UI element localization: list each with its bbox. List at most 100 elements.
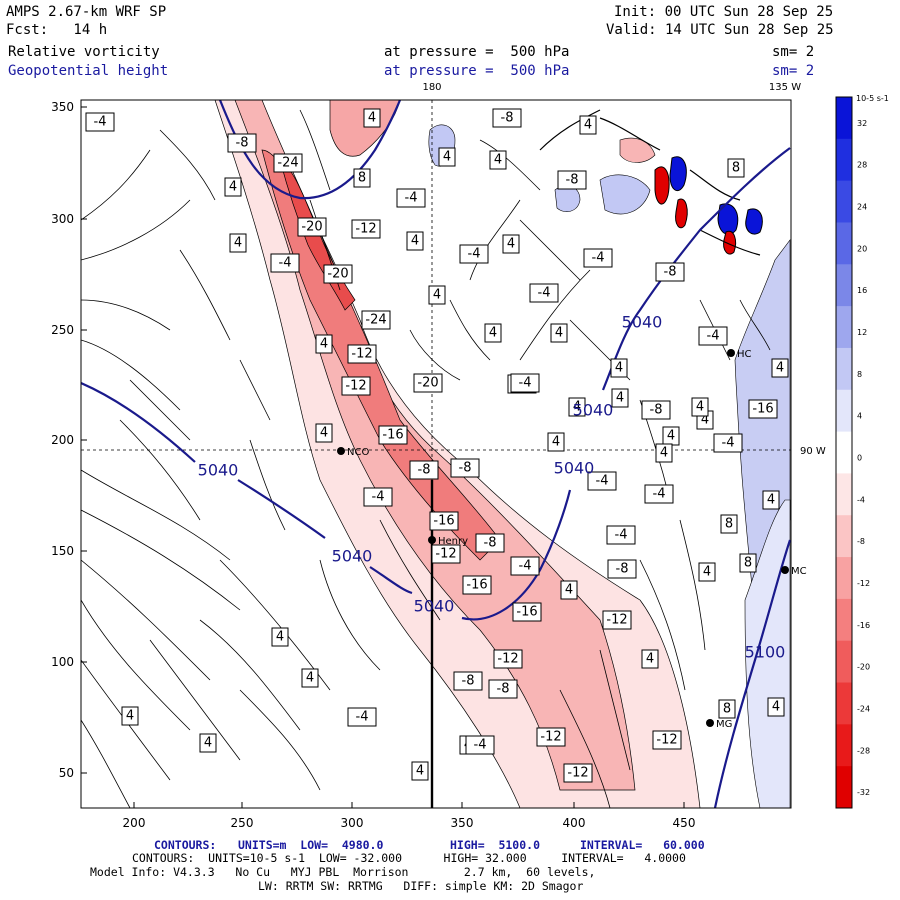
svg-text:-4: -4 <box>94 115 107 130</box>
station-hc: HC <box>727 349 752 360</box>
vorticity-label: -4 <box>530 284 558 302</box>
svg-text:-4: -4 <box>722 436 735 451</box>
y-tick-label: 50 <box>59 766 74 780</box>
svg-text:4: 4 <box>234 236 242 251</box>
height-contour-label: 5040 <box>573 401 614 420</box>
height-contour-label: 5040 <box>198 461 239 480</box>
colorbar-swatch <box>836 181 852 223</box>
vorticity-label: 4 <box>225 178 241 196</box>
svg-text:-4: -4 <box>468 247 481 262</box>
vorticity-label: -20 <box>324 265 352 283</box>
vorticity-label: 4 <box>272 628 288 646</box>
vorticity-label: -4 <box>397 189 425 207</box>
vorticity-label: -8 <box>489 680 517 698</box>
svg-text:-4: -4 <box>615 528 628 543</box>
lon-180-label: 180 <box>422 82 441 93</box>
vorticity-label: 4 <box>407 232 423 250</box>
vorticity-label: -20 <box>298 218 326 236</box>
colorbar-tick: 12 <box>857 328 867 337</box>
colorbar-swatch <box>836 599 852 641</box>
vorticity-label: 4 <box>656 444 672 462</box>
svg-text:4: 4 <box>552 435 560 450</box>
svg-text:4: 4 <box>584 118 592 133</box>
y-tick-label: 350 <box>51 100 74 114</box>
vorticity-label: 4 <box>230 234 246 252</box>
svg-text:4: 4 <box>646 652 654 667</box>
svg-text:8: 8 <box>732 161 740 176</box>
vorticity-label: 4 <box>699 563 715 581</box>
svg-text:4: 4 <box>320 426 328 441</box>
x-tick-label: 200 <box>123 816 146 830</box>
svg-text:-20: -20 <box>301 220 322 235</box>
svg-text:4: 4 <box>204 736 212 751</box>
vorticity-label: -4 <box>699 327 727 345</box>
svg-text:-12: -12 <box>656 733 677 748</box>
vorticity-label: 4 <box>548 433 564 451</box>
colorbar-tick: -32 <box>857 788 870 797</box>
vorticity-label: 4 <box>439 148 455 166</box>
svg-text:-12: -12 <box>497 652 518 667</box>
colorbar-tick: 20 <box>857 244 867 253</box>
svg-text:-12: -12 <box>567 766 588 781</box>
vorticity-label: -16 <box>430 512 458 530</box>
height-contour-label: 5040 <box>622 313 663 332</box>
vorticity-label: 4 <box>429 286 445 304</box>
vorticity-label: 8 <box>740 554 756 572</box>
vorticity-label: 4 <box>561 581 577 599</box>
colorbar-tick: -16 <box>857 621 870 630</box>
colorbar-swatch <box>836 264 852 306</box>
colorbar-tick: -24 <box>857 704 870 713</box>
colorbar-unit: 10-5 s-1 <box>856 94 889 103</box>
svg-text:-8: -8 <box>501 111 514 126</box>
colorbar-tick: 0 <box>857 454 862 463</box>
vorticity-label: 4 <box>316 335 332 353</box>
vorticity-label: -4 <box>86 113 114 131</box>
vorticity-label: 4 <box>768 698 784 716</box>
y-axis-ticks: 35030025020015010050 <box>51 100 87 780</box>
x-tick-label: 350 <box>451 816 474 830</box>
height-contour-label: 5040 <box>414 597 455 616</box>
vorticity-label: 4 <box>364 109 380 127</box>
vorticity-label: -16 <box>513 603 541 621</box>
pos-vort-patch-2 <box>555 186 580 212</box>
svg-text:4: 4 <box>368 111 376 126</box>
svg-text:-8: -8 <box>497 682 510 697</box>
vorticity-label: -4 <box>645 485 673 503</box>
svg-text:4: 4 <box>615 361 623 376</box>
svg-text:4: 4 <box>306 671 314 686</box>
svg-text:8: 8 <box>744 556 752 571</box>
svg-text:-8: -8 <box>459 461 472 476</box>
vorticity-label: 4 <box>485 324 501 342</box>
y-tick-label: 250 <box>51 323 74 337</box>
colorbar-tick: 28 <box>857 161 867 170</box>
colorbar-swatch <box>836 515 852 557</box>
colorbar-swatch <box>836 683 852 725</box>
footer-line2: CONTOURS: UNITS=10-5 s-1 LOW= -32.000 HI… <box>132 852 686 865</box>
svg-text:4: 4 <box>433 288 441 303</box>
svg-text:-12: -12 <box>351 347 372 362</box>
svg-text:-4: -4 <box>279 256 292 271</box>
vorticity-label: 4 <box>612 389 628 407</box>
colorbar-tick: 24 <box>857 203 867 212</box>
colorbar-swatch <box>836 222 852 264</box>
svg-text:MG: MG <box>716 719 732 730</box>
svg-text:4: 4 <box>494 153 502 168</box>
vorticity-label: 4 <box>503 235 519 253</box>
svg-text:4: 4 <box>767 493 775 508</box>
svg-text:4: 4 <box>229 180 237 195</box>
vorticity-label: -8 <box>476 534 504 552</box>
svg-text:-16: -16 <box>752 402 773 417</box>
svg-text:4: 4 <box>276 630 284 645</box>
x-tick-label: 300 <box>341 816 364 830</box>
y-tick-label: 150 <box>51 544 74 558</box>
svg-text:-12: -12 <box>435 547 456 562</box>
svg-text:-8: -8 <box>462 674 475 689</box>
x-tick-label: 400 <box>563 816 586 830</box>
vorticity-label: -12 <box>432 545 460 563</box>
vorticity-label: -24 <box>274 154 302 172</box>
svg-text:4: 4 <box>411 234 419 249</box>
svg-text:-12: -12 <box>606 613 627 628</box>
lon-90w-label: 90 W <box>800 446 826 457</box>
colorbar-swatch <box>836 766 852 808</box>
vorticity-label: 8 <box>719 700 735 718</box>
